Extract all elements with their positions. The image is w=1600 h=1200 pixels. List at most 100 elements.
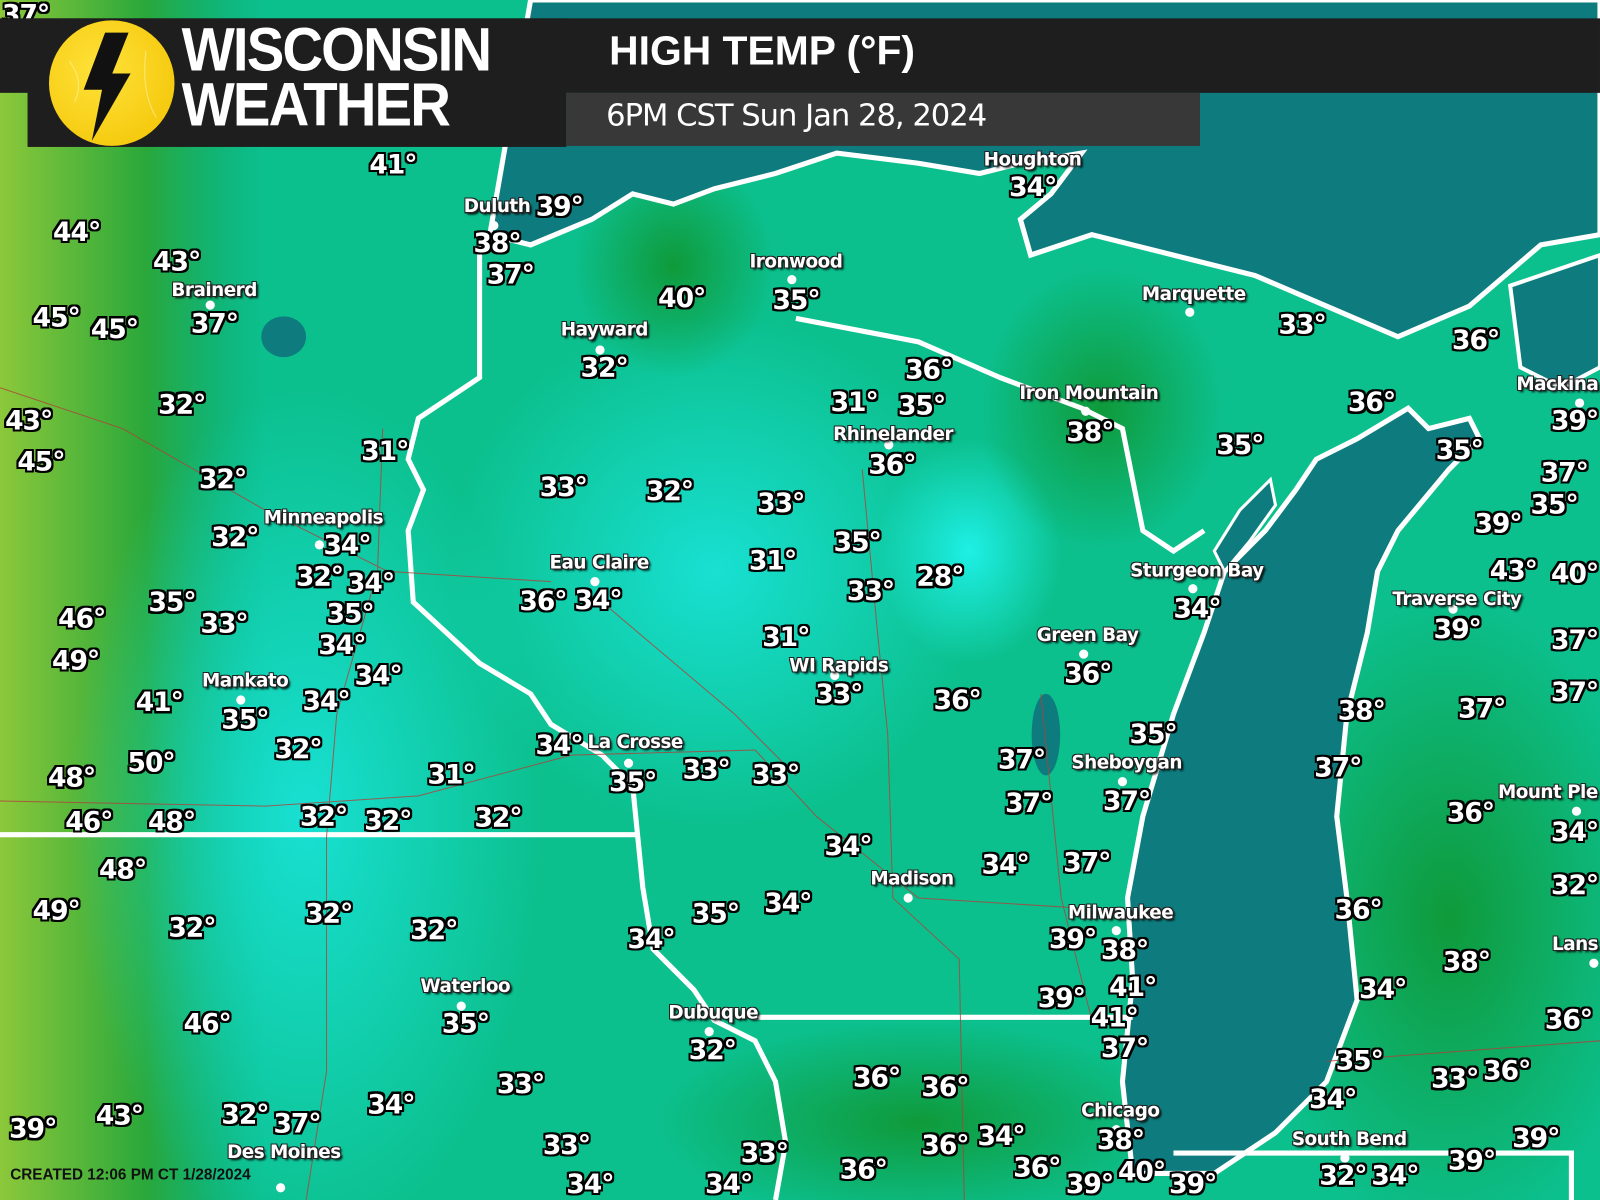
temperature-label: 34° <box>1371 1161 1419 1192</box>
temperature-label: 34° <box>1173 593 1221 625</box>
city-label: South Bend <box>1291 1128 1407 1150</box>
temperature-label: 38° <box>1096 1124 1145 1156</box>
temperature-label: 34° <box>1009 172 1057 204</box>
temperature-label: 32° <box>364 806 412 837</box>
temperature-label: 39° <box>1433 614 1482 645</box>
city-label: Minneapolis <box>263 507 384 529</box>
temperature-label: 45° <box>90 314 139 345</box>
temperature-label: 33° <box>539 472 588 504</box>
temperature-label: 37° <box>997 744 1046 776</box>
temperature-label: 33° <box>1431 1064 1479 1095</box>
city-marker-icon <box>623 758 634 768</box>
temperature-label: 38° <box>1337 695 1386 727</box>
temperature-label: 34° <box>627 924 676 956</box>
temperature-label: 34° <box>346 568 395 599</box>
temperature-label: 43° <box>1489 556 1538 587</box>
temperature-label: 31° <box>762 622 810 653</box>
temperature-label: 31° <box>830 388 879 419</box>
temperature-label: 35° <box>691 898 740 930</box>
city-marker-icon <box>1081 406 1091 416</box>
map-title: HIGH TEMP (°F) <box>609 28 915 74</box>
temperature-label: 37° <box>1551 677 1599 709</box>
temperature-label: 32° <box>645 476 694 508</box>
temperature-label: 36° <box>921 1072 969 1104</box>
temperature-label: 37° <box>1103 786 1151 818</box>
temperature-label: 28° <box>916 562 964 593</box>
temperature-label: 43° <box>5 406 53 437</box>
city-marker-icon <box>1111 1124 1121 1135</box>
temperature-label: 41° <box>1090 1003 1139 1034</box>
temperature-label: 39° <box>1474 509 1522 540</box>
temperature-label: 33° <box>682 754 731 786</box>
temperature-label: 39° <box>1169 1169 1217 1200</box>
lightning-logo-icon <box>48 20 175 146</box>
city-label: Duluth <box>463 195 531 217</box>
temperature-label: 33° <box>200 609 249 640</box>
temperature-label: 39° <box>1512 1123 1560 1155</box>
temperature-label: 33° <box>752 760 800 791</box>
temperature-label: 46° <box>58 604 106 635</box>
temperature-label: 37° <box>1551 625 1599 657</box>
temperature-label: 36° <box>519 586 567 618</box>
city-marker-icon <box>1340 1153 1350 1163</box>
county-lines <box>0 387 1600 1200</box>
temperature-label: 34° <box>323 530 371 561</box>
city-marker-icon <box>1589 958 1599 968</box>
temperature-label: 40° <box>658 283 706 315</box>
city-label: Milwaukee <box>1067 901 1174 923</box>
temperature-label: 32° <box>168 913 216 944</box>
temperature-label: 46° <box>183 1009 232 1040</box>
temperature-label: 36° <box>933 685 982 717</box>
city-label: Madison <box>870 867 954 890</box>
temperature-label: 32° <box>1551 870 1599 902</box>
temperature-label: 36° <box>921 1130 969 1162</box>
temperature-label: 34° <box>574 585 622 617</box>
temperature-label: 37° <box>1063 847 1111 879</box>
temperature-label: 39° <box>1447 1145 1496 1177</box>
temperature-label: 32° <box>305 898 353 930</box>
temperature-label: 39° <box>1048 924 1097 956</box>
city-marker-icon <box>595 345 605 355</box>
temperature-label: 34° <box>302 686 351 718</box>
temperature-label: 32° <box>688 1035 737 1067</box>
temperature-label: 31° <box>748 545 797 577</box>
city-label: Des Moines <box>227 1141 341 1164</box>
temperature-label: 48° <box>98 855 147 886</box>
temperature-label: 35° <box>1435 435 1484 467</box>
city-label: Houghton <box>983 149 1082 171</box>
temperature-label: 33° <box>757 488 805 520</box>
temperature-label: 39° <box>1037 983 1086 1015</box>
temperature-label: 39° <box>9 1114 57 1145</box>
temperature-label: 35° <box>609 767 657 798</box>
temperature-label: 32° <box>580 353 629 384</box>
city-label: Chicago <box>1081 1099 1160 1121</box>
city-marker-icon <box>489 220 499 231</box>
temperature-label: 36° <box>905 355 953 386</box>
temperature-label: 36° <box>1064 659 1112 690</box>
temperature-label: 35° <box>148 587 196 619</box>
temperature-label: 32° <box>474 803 522 834</box>
temperature-label: 36° <box>1452 325 1500 357</box>
temperature-label: 31° <box>361 436 409 468</box>
temperature-label: 37° <box>273 1108 321 1140</box>
temperature-label: 36° <box>1446 797 1495 829</box>
green-bay-water <box>1212 476 1278 575</box>
temperature-label: 36° <box>1483 1056 1531 1087</box>
temperature-label: 41° <box>1109 972 1157 1004</box>
temperature-label: 36° <box>1347 387 1396 419</box>
city-marker-icon <box>1574 398 1585 408</box>
warm-zone-up <box>979 265 1225 552</box>
temperature-label: 44° <box>53 217 101 248</box>
city-label: Hayward <box>560 318 649 341</box>
temperature-label: 36° <box>853 1063 901 1094</box>
temperature-label: 35° <box>1530 489 1579 520</box>
temperature-label: 35° <box>1335 1045 1384 1077</box>
temperature-label: 32° <box>198 464 247 495</box>
temperature-label: 31° <box>427 760 476 791</box>
city-marker-icon <box>830 670 840 681</box>
temperature-label: 43° <box>153 247 201 278</box>
valid-time-bar <box>566 92 1200 146</box>
temperature-label: 40° <box>1551 559 1599 590</box>
valid-time: 6PM CST Sun Jan 28, 2024 <box>606 97 987 134</box>
